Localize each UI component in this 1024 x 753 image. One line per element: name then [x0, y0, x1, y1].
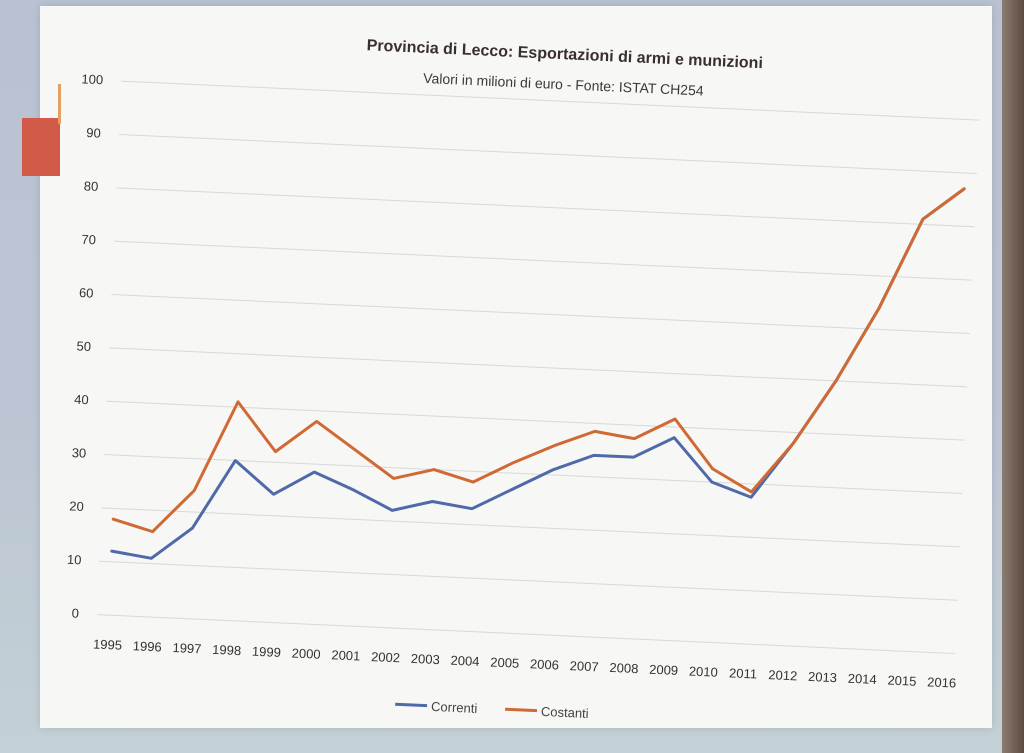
chart-title: Provincia di Lecco: Esportazioni di armi…: [366, 37, 763, 72]
y-tick-label: 80: [84, 178, 99, 194]
x-tick-label: 2003: [411, 651, 441, 667]
y-tick-label: 60: [79, 285, 94, 301]
x-tick-label: 1998: [212, 642, 242, 658]
gridline: [104, 454, 963, 495]
series-line-costanti: [111, 187, 966, 534]
y-tick-label: 30: [71, 445, 86, 461]
y-tick-label: 70: [81, 232, 96, 248]
y-tick-label: 100: [81, 71, 103, 87]
legend-label: Correnti: [431, 699, 478, 716]
gridline: [121, 80, 980, 121]
slide-accent-bar: [22, 118, 60, 176]
x-tick-label: 2016: [927, 674, 957, 690]
gridline: [116, 187, 975, 228]
gridlines: [96, 80, 980, 655]
y-tick-label: 50: [76, 338, 91, 354]
gridline: [101, 507, 960, 548]
chart-subtitle: Valori in milioni di euro - Fonte: ISTAT…: [423, 70, 704, 99]
legend: Correnti Costanti: [395, 699, 589, 721]
x-tick-label: 1995: [93, 636, 123, 652]
x-tick-label: 2004: [450, 653, 480, 669]
gridline: [111, 294, 970, 334]
x-tick-label: 1997: [172, 640, 202, 656]
gridline: [99, 560, 958, 601]
x-tick-label: 2001: [331, 647, 361, 663]
x-tick-label: 2011: [729, 665, 758, 681]
y-tick-label: 20: [69, 498, 84, 514]
x-tick-label: 2010: [689, 664, 719, 680]
x-tick-label: 2005: [490, 654, 520, 670]
y-tick-label: 40: [74, 392, 89, 408]
chart-group: Provincia di Lecco: Esportazioni di armi…: [67, 37, 980, 721]
gridline: [113, 240, 973, 281]
screen-edge: [1002, 0, 1024, 753]
x-tick-label: 2012: [768, 667, 798, 683]
x-axis-ticks: 1995 1996 1997 1998 1999 2000 2001 2002 2003 2004…: [93, 636, 957, 690]
x-tick-label: 2006: [530, 656, 560, 672]
x-tick-label: 1996: [132, 638, 162, 654]
y-axis-ticks: 0 10 20 30 40 50 60 70 80 90 100: [67, 71, 104, 620]
x-tick-label: 2009: [649, 662, 679, 678]
gridline: [118, 133, 977, 174]
legend-swatch: [395, 702, 428, 708]
legend-label: Costanti: [541, 704, 589, 721]
gridline: [96, 614, 956, 655]
x-tick-label: 2014: [847, 671, 877, 687]
x-tick-label: 2002: [371, 649, 401, 665]
x-tick-label: 2000: [291, 645, 321, 661]
y-tick-label: 0: [71, 605, 79, 620]
x-tick-label: 2007: [569, 658, 599, 674]
slide-accent-line: [58, 84, 61, 124]
y-tick-label: 10: [67, 552, 82, 568]
slide: [40, 6, 992, 728]
series-lines: [110, 187, 966, 560]
x-tick-label: 1999: [252, 644, 282, 660]
gridline: [106, 400, 965, 441]
x-tick-label: 2015: [887, 673, 917, 689]
y-tick-label: 90: [86, 125, 101, 141]
x-tick-label: 2013: [808, 669, 838, 685]
legend-swatch: [504, 707, 538, 713]
x-tick-label: 2008: [609, 660, 639, 676]
gridline: [109, 347, 968, 388]
